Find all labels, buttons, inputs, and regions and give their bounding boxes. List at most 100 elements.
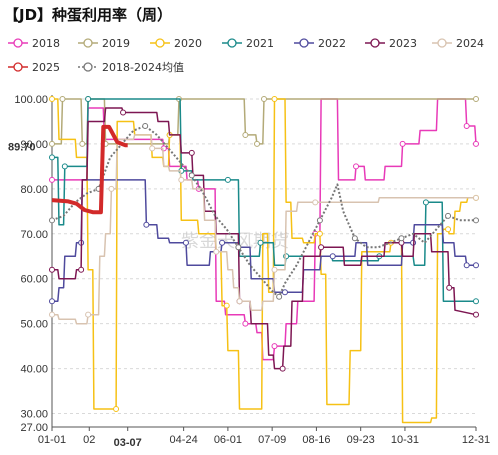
data-point: [329, 253, 336, 260]
series-2021: [49, 96, 479, 305]
legend-marker: [13, 62, 23, 72]
data-point: [49, 266, 55, 273]
legend-item: 2019: [78, 37, 130, 50]
data-point: [463, 122, 470, 129]
y-tick-label: 60.00: [20, 274, 48, 286]
data-point: [445, 226, 452, 233]
series-line: [52, 134, 476, 325]
data-point: [49, 154, 55, 161]
y-tick-label: 90.00: [20, 139, 48, 151]
data-point: [353, 163, 360, 170]
legend-label: 2022: [318, 37, 346, 50]
legend-label: 2024: [456, 37, 484, 50]
data-point: [224, 176, 231, 183]
data-point: [49, 140, 55, 147]
legend-label: 2020: [174, 37, 202, 50]
current-value-label: 89.70: [8, 141, 36, 153]
y-tick-label: 100.00: [14, 94, 48, 106]
legend-label: 2018: [32, 37, 60, 50]
legend-item: 2020: [150, 37, 202, 50]
legend-marker: [227, 38, 237, 48]
data-point: [312, 199, 319, 206]
legend-label: 2021: [246, 37, 274, 50]
x-tick-label: 09-23: [347, 434, 375, 446]
y-tick-label: 27.00: [20, 422, 48, 434]
legend-label: 2023: [389, 37, 417, 50]
data-point: [120, 109, 127, 116]
legend-label: 2018-2024均值: [102, 61, 184, 74]
legend-item: 2021: [222, 37, 274, 50]
data-point: [108, 185, 115, 192]
data-point: [254, 140, 261, 147]
legend-item: 2018: [8, 37, 60, 50]
data-point: [235, 244, 242, 251]
data-point: [213, 248, 220, 255]
data-point: [463, 262, 470, 269]
data-point: [59, 96, 66, 102]
x-tick-label: 01-01: [38, 434, 66, 446]
legend-item: 2022: [294, 37, 346, 50]
x-tick-label: 08-16: [302, 434, 330, 446]
data-point: [399, 140, 406, 147]
data-point: [49, 176, 55, 183]
data-point: [242, 131, 249, 138]
series-line: [51, 125, 476, 298]
data-point: [271, 96, 278, 102]
data-point: [279, 365, 286, 372]
legend-item: 2023: [365, 37, 417, 50]
data-point: [142, 122, 149, 129]
series-line: [52, 98, 476, 424]
data-point: [398, 235, 405, 242]
legend-marker: [437, 38, 447, 48]
data-point: [113, 406, 120, 413]
data-point: [178, 176, 185, 183]
data-point: [318, 244, 325, 251]
legend-item: 2024: [432, 37, 484, 50]
series-2018-2024均值: [49, 122, 479, 300]
data-point: [316, 230, 323, 237]
x-tick-label: 07-09: [258, 434, 286, 446]
legend-label: 2025: [32, 61, 60, 74]
series-line: [51, 124, 128, 215]
data-point: [219, 239, 226, 246]
data-point: [49, 217, 55, 224]
legend-item: 2018-2024均值: [78, 61, 184, 74]
legend-marker: [13, 38, 23, 48]
series-line: [52, 98, 476, 302]
data-point: [351, 235, 358, 242]
data-point: [271, 343, 278, 350]
data-point: [242, 320, 249, 327]
data-point: [49, 311, 55, 318]
x-tick-label: 06-01: [214, 434, 242, 446]
data-point: [473, 217, 479, 224]
data-point: [261, 96, 267, 102]
data-point: [473, 194, 479, 201]
data-point: [473, 311, 479, 318]
x-ticks: 01-01 02 03-07 04-24 06-01 07-09 08-16 09-23 10-…: [38, 427, 490, 449]
legend-item: 2025: [8, 61, 60, 74]
x-tick-label: 10-31: [391, 434, 419, 446]
data-point: [49, 96, 55, 102]
series-2024: [49, 134, 479, 325]
data-point: [85, 96, 92, 102]
data-point: [149, 145, 156, 152]
data-point: [188, 172, 195, 179]
data-point: [276, 293, 283, 300]
x-tick-label-current: 03-07: [114, 437, 142, 449]
data-point: [473, 96, 479, 102]
series-2025: [51, 124, 128, 215]
y-tick-label: 80.00: [20, 184, 48, 196]
data-point: [79, 140, 86, 147]
data-point: [49, 298, 55, 305]
data-point: [283, 253, 290, 260]
data-point: [78, 266, 85, 273]
data-point: [271, 266, 278, 273]
data-point: [61, 163, 68, 170]
data-point: [143, 221, 150, 228]
legend-marker: [83, 38, 93, 48]
data-point: [182, 239, 189, 246]
data-point: [257, 239, 264, 246]
legend: 2018 2019 2020 2021 2022 2023 2024 2025 2018-202…: [8, 37, 484, 74]
legend-marker: [299, 38, 309, 48]
